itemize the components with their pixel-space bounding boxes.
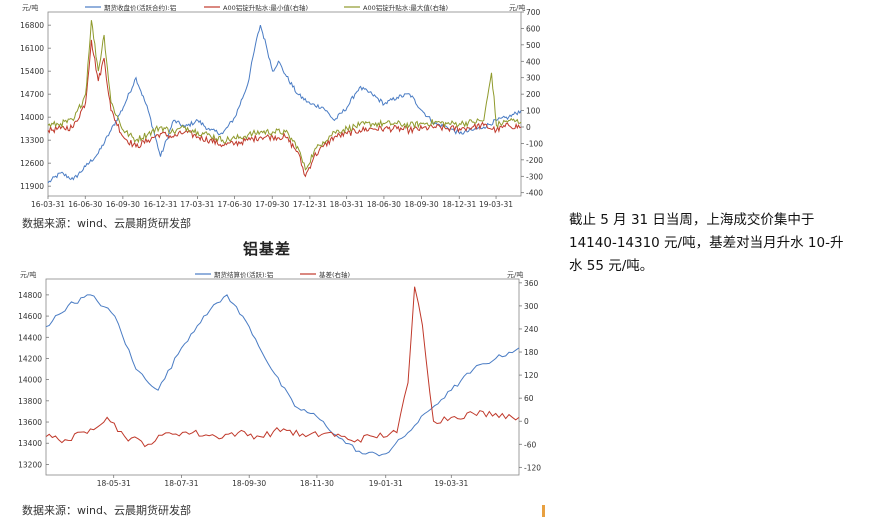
chart1-x-tick-label: 17-06-30 — [218, 200, 252, 209]
aluminum-price-premium-chart: 元/吨 元/吨 11900 12600 13300 14000 14700 15400 1610… — [20, 3, 543, 209]
chart1-right-tick-label: -100 — [526, 139, 543, 148]
chart1-left-unit: 元/吨 — [22, 3, 38, 12]
chart1-right-unit: 元/吨 — [509, 3, 525, 12]
chart2-left-unit: 元/吨 — [20, 270, 36, 279]
chart1-right-tick-label: -200 — [526, 156, 543, 165]
chart2-x-tick-label: 19-03-31 — [434, 479, 468, 488]
chart2-x-tick-label: 18-09-30 — [232, 479, 266, 488]
chart2-right-tick-label: 300 — [524, 302, 539, 311]
chart1-x-tick-label: 16-12-31 — [143, 200, 177, 209]
chart1-x-tick-label: 16-03-31 — [31, 200, 65, 209]
chart2-left-tick-label: 14600 — [18, 312, 42, 321]
chart1-x-tick-label: 18-09-30 — [405, 200, 439, 209]
chart2-left-tick-label: 13800 — [18, 397, 42, 406]
chart1-right-tick-label: 100 — [526, 107, 541, 116]
chart1-x-tick-label: 18-12-31 — [442, 200, 476, 209]
chart2-right-tick-label: -60 — [524, 440, 536, 449]
chart1-plot-frame — [47, 11, 522, 197]
chart2-right-tick-label: 0 — [524, 417, 529, 426]
chart2-x-tick-label: 18-07-31 — [164, 479, 198, 488]
commentary-line-1: 截止 5 月 31 日当周，上海成交价集中于 — [569, 212, 815, 228]
chart1-x-tick-label: 17-12-31 — [293, 200, 327, 209]
chart1-left-tick-label: 12600 — [20, 159, 44, 168]
chart1-x-tick-label: 16-06-30 — [68, 200, 102, 209]
chart2-right-tick-label: 120 — [524, 371, 539, 380]
chart1-left-tick-label: 11900 — [20, 182, 44, 191]
chart1-legend-label: A00铝锭升贴水:最小值(右轴) — [223, 3, 308, 12]
chart2-left-tick-label: 13400 — [18, 439, 42, 448]
chart1-x-tick-label: 17-03-31 — [180, 200, 214, 209]
chart1-series-1-line — [47, 39, 522, 178]
chart1-source: 数据来源：wind、云晨期货研发部 — [22, 217, 192, 230]
chart2-x-tick-label: 18-11-30 — [300, 479, 334, 488]
commentary-line-3: 水 55 元/吨。 — [569, 258, 654, 274]
chart2-source: 数据来源：wind、云晨期货研发部 — [22, 504, 192, 517]
chart1-left-tick-label: 16800 — [20, 21, 44, 30]
chart1-left-tick-label: 15400 — [20, 67, 44, 76]
chart2-left-tick-label: 13200 — [18, 460, 42, 469]
chart1-legend-label: 期货收盘价(活跃合约):铝 — [104, 3, 176, 12]
chart2-plot-frame — [45, 278, 520, 476]
chart2-x-tick-label: 19-01-31 — [369, 479, 403, 488]
chart1-right-tick-label: 400 — [526, 57, 541, 66]
market-commentary: 截止 5 月 31 日当周，上海成交价集中于 14140-14310 元/吨，基… — [569, 209, 869, 278]
chart1-right-tick-label: 0 — [526, 123, 531, 132]
chart2-legend-label: 基差(右轴) — [319, 270, 350, 279]
chart1-x-tick-label: 18-03-31 — [330, 200, 364, 209]
chart1-right-tick-label: 300 — [526, 74, 541, 83]
chart1-legend-label: A00铝锭升贴水:最大值(右轴) — [363, 3, 448, 12]
chart1-x-tick-label: 19-03-31 — [479, 200, 513, 209]
chart2-legend-label: 期货结算价(活跃):铝 — [214, 270, 273, 279]
chart1-right-tick-label: 200 — [526, 90, 541, 99]
chart1-left-tick-label: 16100 — [20, 44, 44, 53]
chart2-right-tick-label: 60 — [524, 394, 534, 403]
chart1-left-tick-label: 14000 — [20, 113, 44, 122]
chart1-right-tick-label: 700 — [526, 8, 541, 17]
chart1-right-tick-label: 500 — [526, 41, 541, 50]
accent-bar — [542, 505, 545, 517]
chart2-series-1-line — [45, 286, 520, 448]
chart2-x-tick-label: 18-05-31 — [97, 479, 131, 488]
chart1-series-2-line — [47, 20, 522, 171]
chart2-left-tick-label: 13600 — [18, 418, 42, 427]
chart1-series-0-line — [47, 24, 522, 184]
chart2-right-tick-label: 360 — [524, 279, 539, 288]
commentary-line-2: 14140-14310 元/吨，基差对当月升水 10-升 — [569, 235, 844, 251]
chart2-left-tick-label: 14200 — [18, 354, 42, 363]
chart1-right-tick-label: -400 — [526, 189, 543, 198]
chart2-series-0-line — [45, 294, 520, 457]
chart1-x-tick-label: 17-09-30 — [255, 200, 289, 209]
chart2-right-tick-label: 240 — [524, 325, 539, 334]
chart1-right-tick-label: 600 — [526, 24, 541, 33]
chart2-left-tick-label: 14000 — [18, 376, 42, 385]
chart1-x-tick-label: 16-09-30 — [106, 200, 140, 209]
chart2-left-tick-label: 14400 — [18, 333, 42, 342]
chart1-x-tick-label: 18-06-30 — [367, 200, 401, 209]
chart2-title: 铝基差 — [243, 240, 292, 258]
chart1-right-tick-label: -300 — [526, 172, 543, 181]
chart2-right-tick-label: -120 — [524, 463, 541, 472]
chart2-left-tick-label: 14800 — [18, 291, 42, 300]
chart2-right-tick-label: 180 — [524, 348, 539, 357]
aluminum-basis-chart: 元/吨 元/吨 13200 13400 13600 13800 14000 14200 1440… — [18, 270, 541, 488]
chart1-left-tick-label: 14700 — [20, 90, 44, 99]
chart1-left-tick-label: 13300 — [20, 136, 44, 145]
chart2-right-unit: 元/吨 — [507, 270, 523, 279]
